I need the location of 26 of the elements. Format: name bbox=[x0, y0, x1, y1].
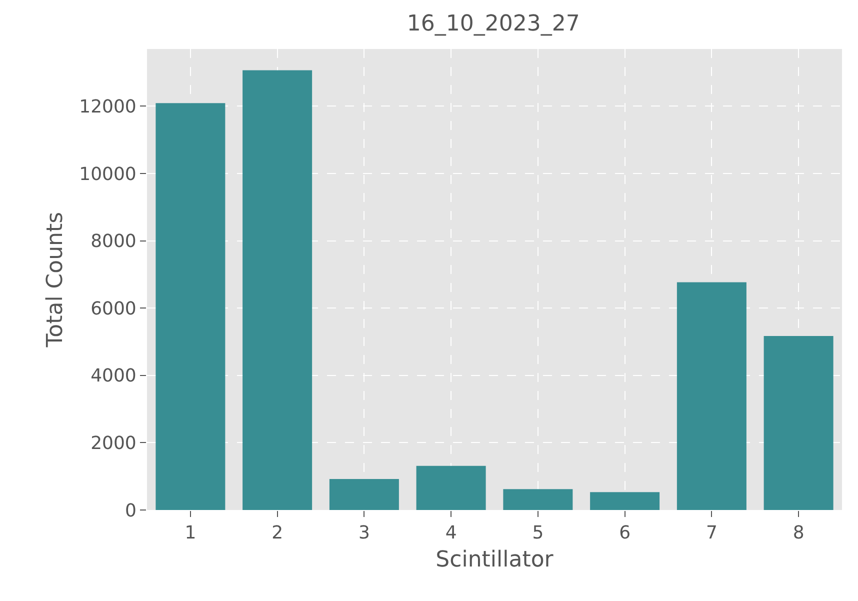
y-tick-label: 8000 bbox=[90, 231, 136, 252]
bar bbox=[764, 336, 834, 510]
x-tick-label: 7 bbox=[706, 522, 718, 544]
chart-title: 16_10_2023_27 bbox=[406, 11, 580, 36]
bar bbox=[242, 70, 312, 510]
x-axis-title: Scintillator bbox=[436, 548, 554, 572]
x-tick-label: 2 bbox=[272, 522, 284, 544]
bar bbox=[156, 103, 226, 510]
x-tick-label: 6 bbox=[619, 522, 631, 544]
y-axis-title: Total Counts bbox=[42, 212, 68, 348]
y-tick-label: 12000 bbox=[79, 96, 136, 118]
x-tick-label: 1 bbox=[184, 522, 196, 544]
y-tick-label: 4000 bbox=[90, 366, 136, 387]
x-tick-label: 3 bbox=[358, 522, 370, 544]
y-tick-label: 2000 bbox=[90, 433, 136, 454]
x-tick-label: 5 bbox=[532, 522, 544, 544]
bar bbox=[329, 479, 399, 510]
bar bbox=[503, 489, 573, 510]
bar bbox=[676, 282, 746, 510]
x-tick-label: 4 bbox=[445, 522, 457, 544]
y-tick-label: 6000 bbox=[90, 298, 136, 320]
bar bbox=[416, 466, 486, 510]
x-tick-label: 8 bbox=[792, 522, 804, 544]
y-tick-label: 10000 bbox=[79, 164, 136, 185]
y-tick-label: 0 bbox=[124, 500, 136, 522]
bar bbox=[590, 492, 660, 510]
